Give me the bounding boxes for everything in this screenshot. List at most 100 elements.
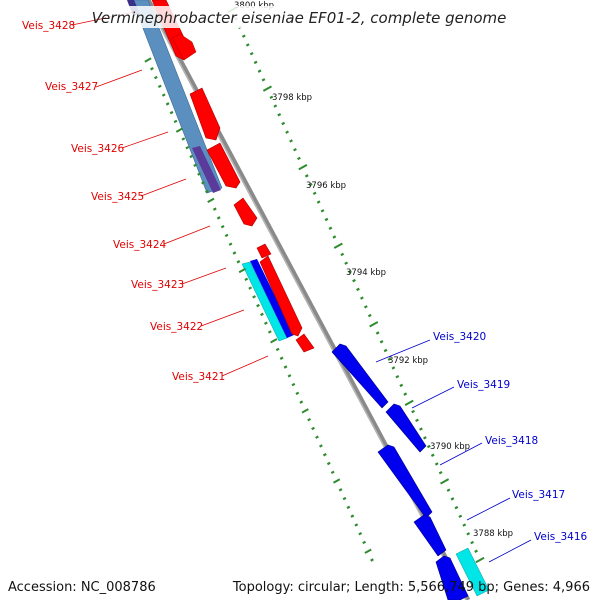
kbp-label: 3796 kbp	[306, 181, 346, 191]
tick-mark	[153, 75, 158, 80]
tick-mark	[346, 505, 351, 510]
leader-line	[95, 69, 143, 88]
tick-mark	[470, 540, 475, 545]
gene-label-veis-3416[interactable]: Veis_3416	[534, 531, 588, 543]
tick-mark	[450, 497, 455, 501]
tick-mark	[311, 426, 315, 431]
tick-mark	[150, 67, 154, 71]
gene-label-veis-3423[interactable]: Veis_3423	[131, 279, 184, 291]
left-gene-labels: Veis_3428 Veis_3427 Veis_3426 Veis_3425 …	[22, 11, 269, 383]
tick-mark	[369, 321, 379, 328]
leader-line	[163, 225, 211, 245]
tick-mark	[370, 558, 374, 562]
tick-mark	[281, 121, 286, 126]
gene-label-veis-3421[interactable]: Veis_3421	[172, 371, 225, 383]
reverse-cds-track	[331, 343, 469, 600]
gene-label-veis-3420[interactable]: Veis_3420	[433, 331, 486, 343]
tick-mark	[423, 436, 427, 440]
tick-mark	[415, 418, 419, 423]
tick-mark	[291, 382, 296, 387]
tick-mark	[220, 224, 225, 229]
tick-mark	[338, 488, 343, 492]
gene-label-veis-3418[interactable]: Veis_3418	[485, 435, 538, 447]
tick-mark	[207, 197, 215, 203]
tick-mark	[375, 331, 380, 335]
tick-mark	[289, 139, 293, 143]
leader-line	[466, 497, 511, 521]
leader-line	[411, 386, 455, 409]
gene-label-veis-3425[interactable]: Veis_3425	[91, 191, 144, 203]
cds-veis-3417	[413, 514, 447, 557]
tick-mark	[297, 156, 301, 161]
tick-mark	[362, 540, 367, 545]
tick-mark	[426, 444, 431, 449]
blast-hit-cyan	[455, 547, 490, 597]
cds-veis-3423	[256, 243, 272, 259]
tick-mark	[387, 357, 392, 361]
kbp-label: 3792 kbp	[388, 356, 428, 366]
tick-mark	[430, 453, 435, 457]
kbp-label: 3798 kbp	[272, 93, 312, 103]
tick-mark	[356, 287, 360, 292]
tick-mark	[328, 226, 333, 230]
tick-mark	[466, 532, 471, 536]
tick-mark	[340, 252, 345, 257]
genome-backbone-highlight	[145, 0, 467, 600]
tick-mark	[181, 137, 186, 141]
blast-hit-blue	[250, 259, 294, 338]
gene-label-veis-3426[interactable]: Veis_3426	[71, 143, 125, 155]
tick-mark	[304, 174, 309, 178]
tick-mark	[244, 277, 249, 282]
tick-mark	[404, 399, 414, 406]
tick-mark	[173, 119, 178, 124]
tick-mark	[257, 69, 262, 73]
title-background	[106, 6, 494, 28]
tick-mark	[446, 488, 451, 492]
cds-veis-3425	[206, 142, 241, 189]
tick-mark	[475, 556, 485, 564]
gene-label-veis-3424[interactable]: Veis_3424	[113, 239, 167, 251]
tick-mark	[238, 267, 246, 274]
tick-mark	[403, 392, 408, 396]
tick-mark	[293, 147, 297, 152]
gene-label-veis-3428[interactable]: Veis_3428	[22, 20, 75, 32]
tick-mark	[161, 93, 166, 97]
tick-mark	[249, 51, 254, 56]
tick-mark	[360, 296, 364, 300]
tick-mark	[354, 523, 359, 527]
tick-mark	[458, 514, 463, 519]
kbp-label: 3790 kbp	[430, 442, 470, 452]
leader-line	[200, 309, 245, 327]
cds-veis-3421	[295, 333, 315, 353]
tick-mark	[175, 127, 184, 133]
gene-label-veis-3422[interactable]: Veis_3422	[150, 321, 203, 333]
tick-mark	[165, 102, 170, 106]
tick-mark	[279, 356, 284, 360]
tick-mark	[312, 191, 317, 196]
tick-mark	[245, 43, 250, 47]
map-title: Verminephrobacter eiseniae EF01-2, compl…	[92, 9, 507, 27]
tick-mark	[275, 347, 280, 352]
tick-mark	[283, 365, 288, 369]
tick-mark	[298, 164, 308, 171]
tick-mark	[419, 427, 423, 431]
tick-mark	[144, 57, 152, 63]
tick-mark	[224, 233, 229, 238]
kbp-labels: 3800 kbp 3798 kbp 3796 kbp 3794 kbp 3792…	[234, 1, 513, 539]
tick-mark	[295, 391, 300, 396]
tick-mark	[364, 548, 372, 554]
cds-veis-3424	[233, 197, 258, 227]
right-gene-labels: Veis_3420 Veis_3419 Veis_3418 Veis_3417 …	[375, 331, 588, 563]
tick-mark	[236, 260, 241, 264]
gene-label-veis-3419[interactable]: Veis_3419	[457, 379, 510, 391]
tick-mark	[350, 514, 355, 518]
tick-mark	[438, 470, 443, 475]
tick-mark	[363, 305, 368, 309]
tick-mark	[201, 181, 205, 185]
leader-line	[121, 131, 169, 149]
gene-label-veis-3427[interactable]: Veis_3427	[45, 81, 98, 93]
gene-label-veis-3417[interactable]: Veis_3417	[512, 489, 565, 501]
cds-veis-3422	[259, 255, 303, 337]
tick-mark	[440, 478, 450, 485]
tick-mark	[277, 113, 282, 117]
